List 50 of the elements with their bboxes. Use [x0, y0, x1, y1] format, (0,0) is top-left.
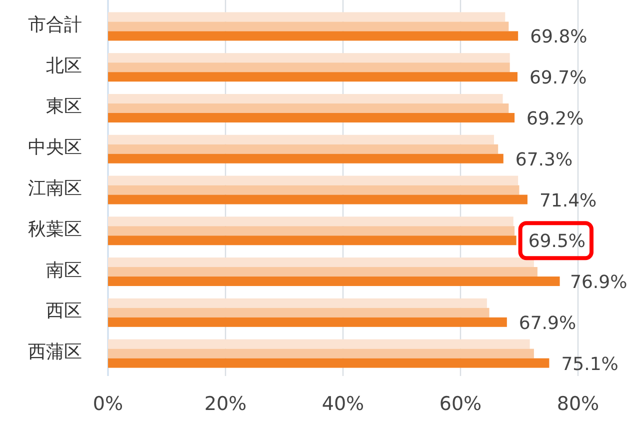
- bar: [108, 267, 538, 277]
- bar: [108, 103, 509, 113]
- bar: [108, 144, 498, 154]
- bar: [108, 216, 514, 226]
- bar: [108, 134, 494, 144]
- bar: [108, 94, 503, 104]
- bar: [108, 276, 560, 286]
- bar: [108, 12, 506, 22]
- y-tick-label: 西区: [46, 300, 82, 322]
- bar: [108, 236, 516, 246]
- bar: [108, 72, 518, 82]
- bar: [108, 154, 504, 164]
- y-tick-label: 江南区: [28, 178, 82, 199]
- data-label: 67.9%: [518, 312, 576, 334]
- bar: [108, 31, 518, 41]
- data-label: 69.2%: [526, 108, 584, 130]
- bar: [108, 53, 510, 63]
- data-label: 69.8%: [530, 26, 588, 48]
- bar: [108, 258, 534, 268]
- bar: [108, 176, 518, 186]
- y-tick-label: 東区: [46, 96, 82, 118]
- bar: [108, 308, 490, 318]
- bar: [108, 22, 509, 32]
- x-tick-label: 80%: [556, 393, 600, 415]
- y-tick-label: 南区: [46, 260, 82, 281]
- data-label: 75.1%: [561, 354, 618, 375]
- bar: [108, 339, 530, 349]
- bar: [108, 298, 487, 308]
- x-tick-label: 40%: [322, 393, 364, 415]
- y-tick-label: 西蒲区: [28, 342, 82, 363]
- y-tick-label: 市合計: [28, 14, 82, 36]
- y-tick-label: 秋葉区: [28, 218, 82, 240]
- data-label: 69.5%: [528, 231, 586, 252]
- bar: [108, 112, 515, 122]
- bar: [108, 185, 520, 195]
- bar: [108, 358, 550, 368]
- bar: [108, 194, 528, 204]
- y-tick-label: 北区: [46, 55, 82, 76]
- bar: [108, 62, 510, 72]
- bar: [108, 348, 534, 358]
- bar: [108, 226, 515, 236]
- x-tick-label: 60%: [439, 393, 482, 415]
- x-tick-label: 20%: [204, 393, 247, 415]
- bar: [108, 317, 507, 327]
- data-label: 76.9%: [570, 272, 628, 294]
- y-tick-label: 中央区: [28, 137, 82, 158]
- data-label: 69.7%: [529, 68, 587, 89]
- data-label: 71.4%: [539, 190, 597, 212]
- data-label: 67.3%: [515, 149, 573, 170]
- x-tick-label: 0%: [92, 393, 124, 415]
